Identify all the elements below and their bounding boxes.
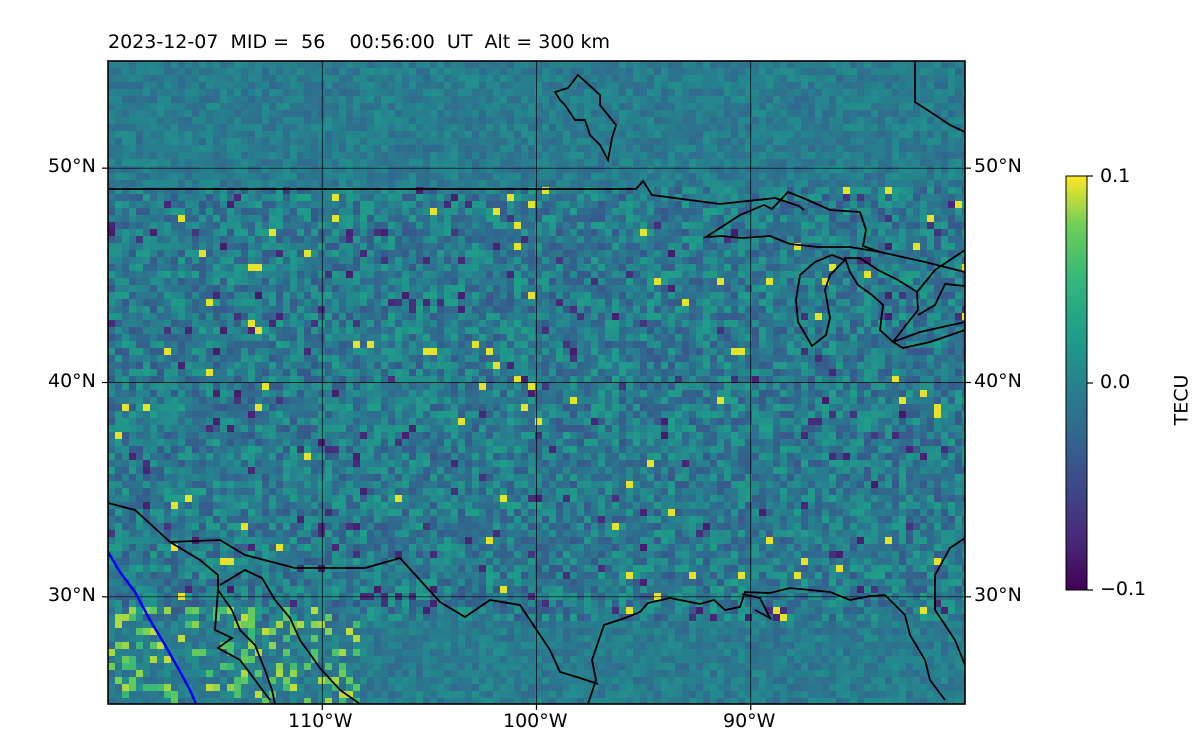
florida-coast bbox=[934, 537, 965, 666]
map-title: 2023-12-07 MID = 56 00:56:00 UT Alt = 30… bbox=[108, 31, 611, 53]
colorbar-tick-label-zero: 0.0 bbox=[1100, 371, 1131, 393]
lat-tick-label-50-right: 50°N bbox=[974, 155, 1022, 177]
hudson-bay-coast bbox=[914, 61, 965, 133]
lake-erie bbox=[890, 321, 965, 349]
coastlines bbox=[108, 61, 965, 704]
colorbar-tick-label-min: −0.1 bbox=[1100, 578, 1147, 600]
boundary-line bbox=[108, 551, 198, 704]
tec-field bbox=[108, 61, 965, 704]
lon-tick-label-100: 100°W bbox=[503, 710, 568, 732]
lon-tick-label-90: 90°W bbox=[723, 710, 776, 732]
lat-tick-label-50-left: 50°N bbox=[48, 155, 96, 177]
northern-island bbox=[553, 73, 618, 163]
axis-ticks bbox=[102, 167, 971, 710]
lat-tick-label-40-right: 40°N bbox=[974, 370, 1022, 392]
lon-tick-label-110: 110°W bbox=[288, 710, 353, 732]
east-border bbox=[879, 249, 965, 316]
mainland-coast bbox=[219, 568, 361, 704]
colorbar-label: TECU bbox=[1170, 374, 1193, 426]
lake-huron bbox=[843, 257, 919, 344]
colorbar-ticks bbox=[1087, 175, 1093, 591]
lake-michigan bbox=[795, 254, 847, 348]
colorbar bbox=[1065, 175, 1088, 591]
lat-tick-label-30-right: 30°N bbox=[974, 584, 1022, 606]
gulf-coast bbox=[587, 587, 946, 704]
lat-tick-label-30-left: 30°N bbox=[48, 584, 96, 606]
lat-tick-label-40-left: 40°N bbox=[48, 370, 96, 392]
us-canada-border bbox=[108, 179, 805, 211]
colorbar-tick-label-max: 0.1 bbox=[1100, 165, 1131, 187]
us-mexico-border bbox=[108, 502, 599, 685]
sonora-coast bbox=[214, 589, 271, 701]
gulf-california-coast bbox=[169, 541, 276, 704]
gulf-detail bbox=[741, 593, 773, 621]
lake-superior bbox=[702, 190, 881, 253]
